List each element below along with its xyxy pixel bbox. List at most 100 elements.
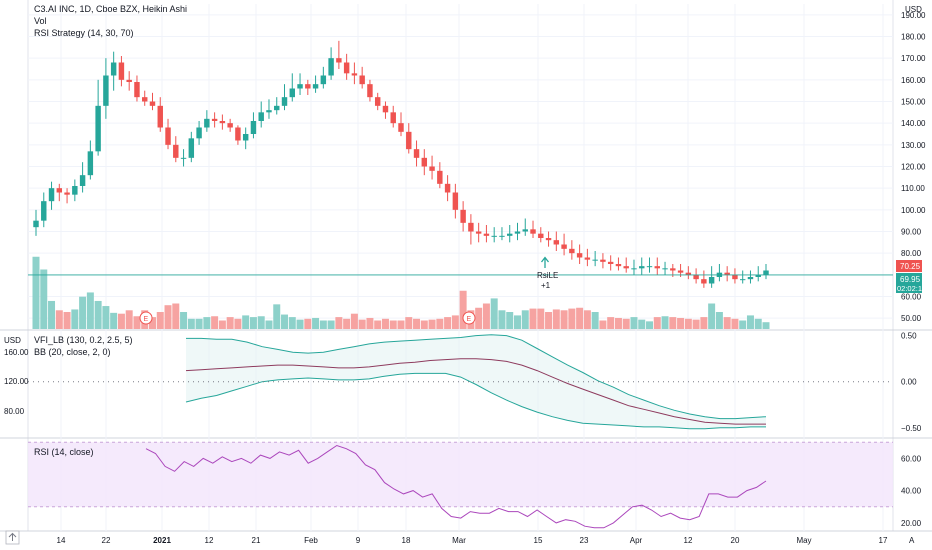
price-tick-label: 160.00 (901, 76, 926, 85)
candle-body (235, 127, 241, 141)
candle-body (250, 121, 257, 134)
bb-label: BB (20, close, 2, 0) (34, 347, 111, 357)
rsi-tick-label: 20.00 (901, 519, 922, 528)
volume-bar (234, 318, 242, 329)
price-tick-label: 140.00 (901, 119, 926, 128)
volume-bar (451, 315, 459, 329)
earnings-marker-2[interactable]: E (462, 311, 476, 325)
volume-bar (607, 317, 615, 329)
candle-body (204, 118, 210, 128)
volume-bar (358, 319, 366, 329)
price-currency: USD (905, 5, 922, 14)
volume-bar (110, 312, 118, 329)
candle-body (685, 272, 692, 275)
volume-bar (327, 320, 335, 329)
volume-bar (731, 318, 739, 329)
rsile-signal-marker[interactable]: RsiLE +1 (537, 256, 558, 291)
volume-bar (148, 317, 156, 329)
bb-basis-line (185, 358, 766, 425)
volume-bar (211, 316, 219, 329)
price-tick-label: 110.00 (901, 184, 925, 193)
candle-body (72, 186, 78, 195)
volume-bar (715, 312, 723, 329)
time-tick-label: Mar (452, 536, 466, 545)
candle-body (468, 222, 474, 232)
volume-bar (669, 317, 677, 329)
earnings-marker-text: E (467, 316, 472, 323)
volume-bar (343, 318, 351, 329)
candle-body (103, 75, 109, 106)
candle-body (724, 272, 730, 275)
candle-body (281, 97, 288, 106)
candle-body (328, 58, 334, 76)
candle-body (173, 144, 179, 158)
volume-bar (218, 320, 226, 329)
volume-bar (498, 310, 506, 329)
volume-bar (288, 317, 296, 329)
volume-bar (552, 309, 560, 329)
candle-body (367, 84, 373, 98)
candle-body (670, 268, 676, 271)
volume-bar (521, 310, 529, 329)
volume-bar (436, 318, 444, 329)
signal-name: RsiLE (537, 271, 558, 280)
volume-bar (677, 317, 685, 329)
rsi-tick-label: 60.00 (901, 454, 922, 463)
candle-body (320, 75, 327, 85)
price-tick-label: 80.00 (901, 249, 922, 258)
vfi-right-tick-label: 0.50 (901, 332, 917, 341)
time-tick-label: Feb (304, 536, 318, 545)
volume-bar (591, 312, 599, 329)
candle-body (126, 79, 132, 82)
volume-bar (125, 310, 133, 329)
volume-bar (560, 310, 568, 329)
volume-bar (490, 298, 498, 329)
time-tick-label: 12 (684, 536, 693, 545)
candle-body (149, 101, 156, 106)
volume-bar (428, 319, 436, 329)
volume-bar (172, 303, 180, 329)
candle-body (639, 266, 645, 269)
candle-body (359, 75, 365, 85)
strategy-label: RSI Strategy (14, 30, 70) (34, 28, 134, 38)
candle-body (491, 235, 497, 237)
price-tick-label: 60.00 (901, 293, 922, 302)
volume-bar (195, 318, 203, 329)
candle-body (553, 240, 560, 245)
candle-body (64, 192, 70, 195)
earnings-marker-1[interactable]: E (139, 311, 153, 325)
go-to-date-button[interactable] (5, 530, 20, 545)
vol-label: Vol (34, 16, 47, 26)
candle-body (336, 58, 342, 63)
timezone-label[interactable]: A (909, 536, 915, 545)
volume-bar (723, 317, 731, 329)
candle-body (165, 127, 171, 145)
volume-bar (79, 296, 87, 329)
volume-bar (156, 312, 164, 329)
bb-band-fill (186, 334, 766, 429)
vfi-pane-lines (28, 334, 893, 430)
volume-bar (646, 321, 654, 329)
time-tick-label: 23 (580, 536, 589, 545)
candle-body (110, 62, 117, 76)
volume-bar (374, 320, 382, 329)
earnings-marker-text: E (144, 316, 149, 323)
candle-body (739, 279, 746, 281)
candle-body (755, 274, 761, 277)
bb-lower-line (185, 372, 766, 430)
rsi-pane-line (28, 441, 893, 529)
candle-body (134, 82, 140, 98)
rsi-line (145, 444, 767, 529)
up-arrow-icon (540, 256, 550, 268)
time-tick-label: 18 (402, 536, 411, 545)
candle-body (701, 279, 707, 284)
price-tick-label: 170.00 (901, 54, 926, 63)
volume-bar (576, 307, 584, 329)
candle-body (157, 105, 163, 128)
volume-bar (350, 313, 358, 329)
candle-body (530, 229, 536, 234)
candle-body (196, 127, 202, 139)
volume-bar (405, 317, 413, 329)
volume-bar (335, 317, 343, 329)
